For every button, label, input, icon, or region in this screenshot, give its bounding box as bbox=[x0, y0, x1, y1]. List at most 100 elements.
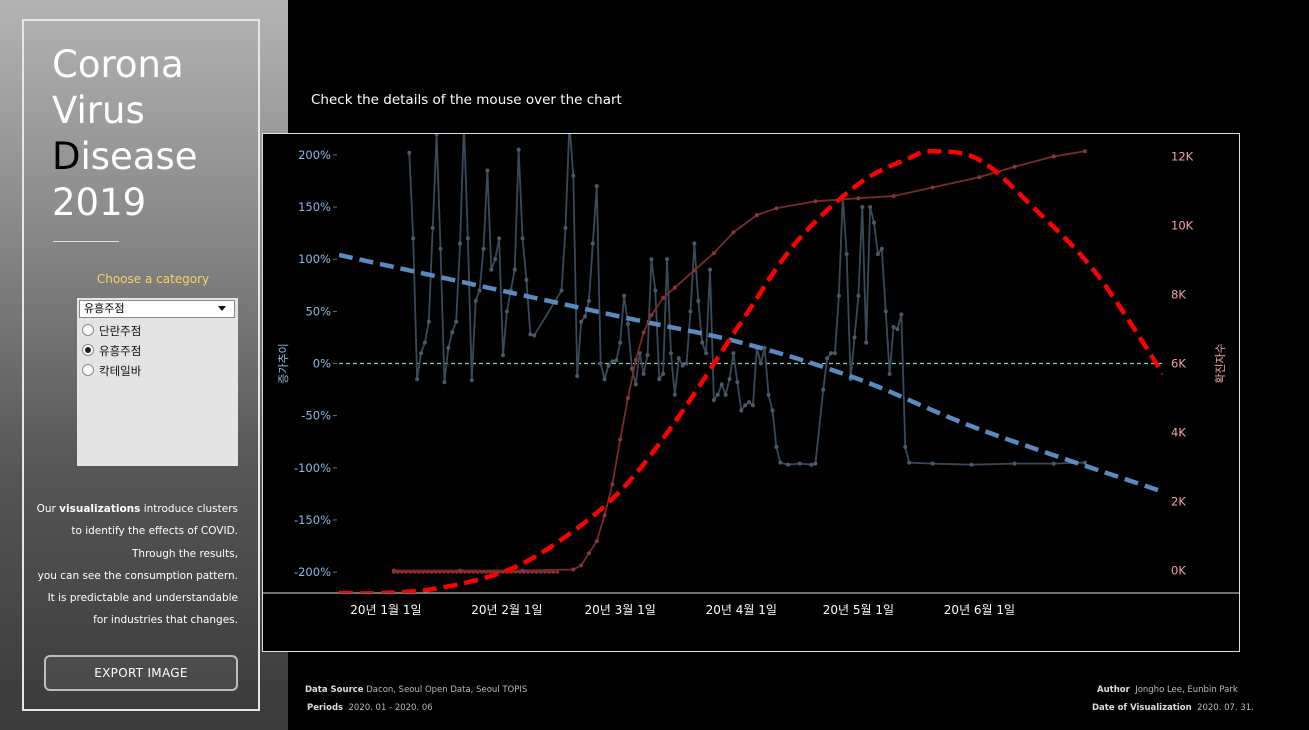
series-0-point bbox=[762, 345, 767, 350]
y-left-tick-label: 200% bbox=[298, 148, 331, 162]
series-0-point bbox=[590, 241, 595, 246]
series-0-point bbox=[903, 444, 908, 449]
series-2-point bbox=[458, 568, 463, 573]
series-2-line bbox=[393, 150, 1086, 572]
radio-option-cocktail[interactable]: 칵테일바 bbox=[82, 362, 141, 380]
series-0-point bbox=[836, 293, 841, 298]
series-0-point bbox=[501, 353, 506, 358]
series-0-point bbox=[907, 460, 912, 465]
series-2-point bbox=[1051, 154, 1056, 159]
series-0-point bbox=[497, 236, 502, 241]
footer-periods: Periods 2020. 01 - 2020. 06 bbox=[307, 703, 433, 713]
series-0-point bbox=[622, 293, 627, 298]
y-left-tick-label: -100% bbox=[294, 461, 331, 475]
series-2-point bbox=[930, 185, 935, 190]
chevron-down-icon bbox=[218, 306, 226, 311]
series-0-point bbox=[692, 241, 697, 246]
series-1-trend-line bbox=[339, 252, 1163, 494]
category-dropdown[interactable]: 유흥주점 bbox=[79, 300, 235, 318]
series-0-point bbox=[856, 293, 861, 298]
desc-line-5: It is predictable and understandable bbox=[47, 592, 238, 605]
series-0-point bbox=[864, 340, 869, 345]
series-0-point bbox=[875, 251, 880, 256]
series-2-point bbox=[977, 175, 982, 180]
series-0-point bbox=[676, 356, 681, 361]
series-0-point bbox=[1051, 461, 1056, 466]
series-0-point bbox=[407, 150, 412, 155]
series-0-point bbox=[883, 309, 888, 314]
y-left-axis-title: 증가추이 bbox=[277, 343, 290, 383]
desc-line-3: Through the results, bbox=[132, 547, 238, 560]
series-0-point bbox=[770, 408, 775, 413]
desc-line-1: Our visualizations introduce clusters bbox=[36, 503, 238, 515]
series-0-point bbox=[700, 340, 705, 345]
series-0-point bbox=[731, 351, 736, 356]
series-baseline-dot bbox=[530, 570, 534, 574]
series-2-point bbox=[1012, 164, 1017, 169]
chart-container[interactable]: 200% 150% 100% 50% 0% -50% -100% -150% -200% 12K 1… bbox=[262, 133, 1240, 652]
series-0-point bbox=[422, 340, 427, 345]
title-line-2: Virus bbox=[52, 89, 145, 132]
series-0-point bbox=[442, 380, 447, 385]
series-0-point bbox=[625, 321, 630, 326]
radio-label: 단란주점 bbox=[99, 324, 142, 338]
series-3-trend-line bbox=[339, 148, 1163, 593]
series-0-point bbox=[649, 257, 654, 262]
y-right-tick-label: 4K bbox=[1171, 426, 1186, 440]
series-0-point bbox=[668, 351, 673, 356]
series-0-point bbox=[860, 205, 865, 210]
export-image-button[interactable]: EXPORT IMAGE bbox=[44, 655, 238, 691]
plot-area[interactable] bbox=[339, 134, 1163, 593]
series-0-point bbox=[684, 361, 689, 366]
series-2-point bbox=[586, 551, 591, 556]
series-0-point bbox=[438, 246, 443, 251]
series-2-point bbox=[391, 568, 396, 573]
series-2-point bbox=[633, 358, 638, 363]
series-2-point bbox=[813, 199, 818, 204]
series-0-point bbox=[829, 351, 834, 356]
series-0-point bbox=[586, 298, 591, 303]
series-baseline-dot bbox=[534, 570, 539, 574]
series-0-point bbox=[504, 309, 509, 314]
series-2-point bbox=[774, 206, 779, 211]
series-2-point bbox=[891, 194, 896, 199]
series-0-point bbox=[411, 236, 416, 241]
title-line-4: 2019 bbox=[52, 181, 147, 224]
series-0-point bbox=[852, 335, 857, 340]
chart-svg[interactable]: 200% 150% 100% 50% 0% -50% -100% -150% -200% 12K 1… bbox=[263, 134, 1239, 651]
series-2-point bbox=[672, 285, 677, 290]
series-0-point bbox=[786, 462, 791, 467]
series-0-point bbox=[602, 377, 607, 382]
y-left-tick-label: 100% bbox=[298, 252, 331, 266]
series-0-point bbox=[633, 382, 638, 387]
series-0-point bbox=[747, 400, 752, 405]
title-divider bbox=[53, 241, 119, 242]
series-0-point bbox=[454, 319, 459, 324]
series-baseline-dot bbox=[555, 570, 560, 574]
series-0-point bbox=[704, 351, 709, 356]
series-0-point bbox=[930, 461, 935, 466]
series-2-point bbox=[520, 568, 525, 573]
title-line-3: Disease bbox=[52, 135, 198, 178]
series-0-point bbox=[832, 351, 837, 356]
series-0-point bbox=[434, 134, 439, 136]
x-tick-label: 20년 5월 1일 bbox=[823, 603, 894, 617]
sidebar-frame bbox=[22, 19, 260, 711]
y-left-tick-label: 50% bbox=[305, 304, 331, 318]
series-0-point bbox=[520, 236, 525, 241]
y-right-tick-label: 6K bbox=[1171, 357, 1186, 371]
y-right-tick-label: 8K bbox=[1171, 287, 1186, 301]
y-right-tick-label: 12K bbox=[1171, 149, 1194, 163]
radio-option-yuheung[interactable]: 유흥주점 bbox=[82, 342, 141, 360]
y-right-axis-title: 확진자수 bbox=[1214, 343, 1227, 383]
series-0-point bbox=[758, 361, 763, 366]
radio-option-danran[interactable]: 단란주점 bbox=[82, 322, 141, 340]
app-title: Corona Virus Disease 2019 bbox=[52, 42, 198, 226]
series-0-point bbox=[711, 398, 716, 403]
radio-selected-icon bbox=[82, 344, 94, 356]
series-0-point bbox=[715, 392, 720, 397]
series-0-point bbox=[571, 173, 576, 178]
series-0-point bbox=[614, 358, 619, 363]
series-0-point bbox=[528, 332, 533, 337]
series-0-point bbox=[672, 392, 677, 397]
